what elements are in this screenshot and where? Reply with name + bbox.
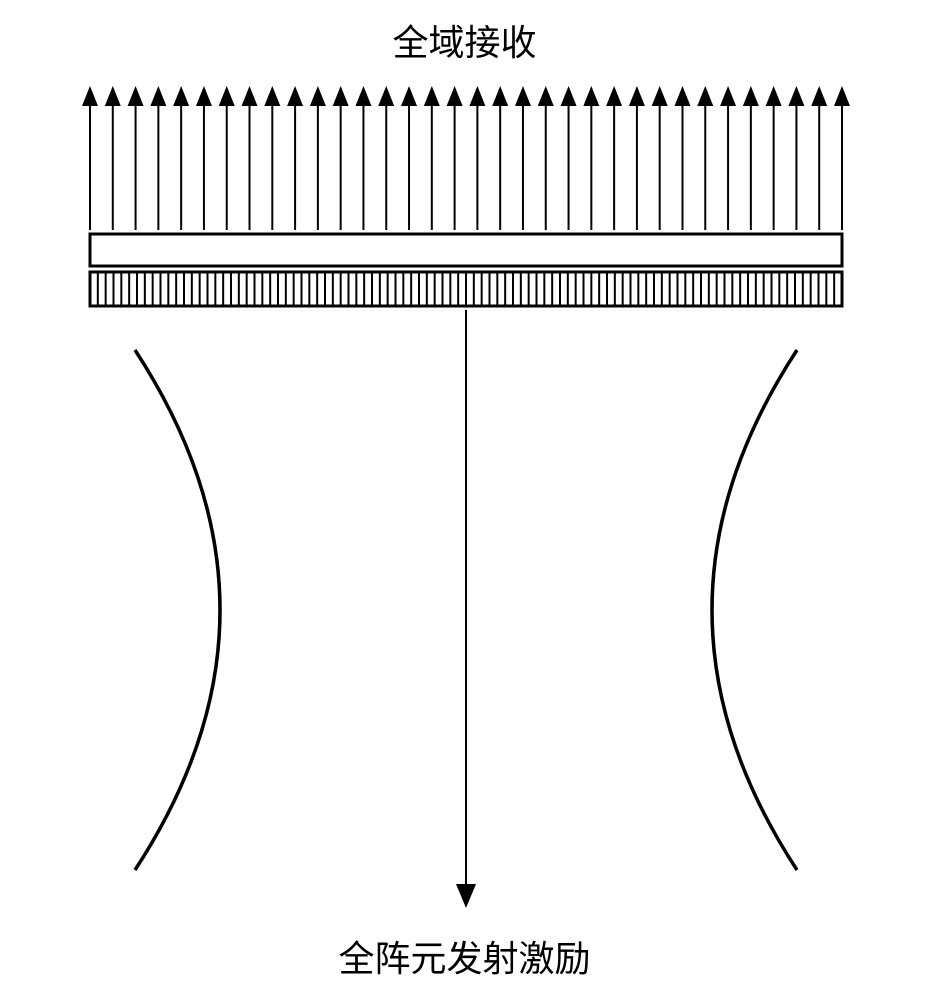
diagram-svg (0, 0, 929, 1000)
diagram-container: 全域接收 全阵元发射激励 (0, 0, 929, 1000)
bottom-label: 全阵元发射激励 (0, 930, 929, 982)
